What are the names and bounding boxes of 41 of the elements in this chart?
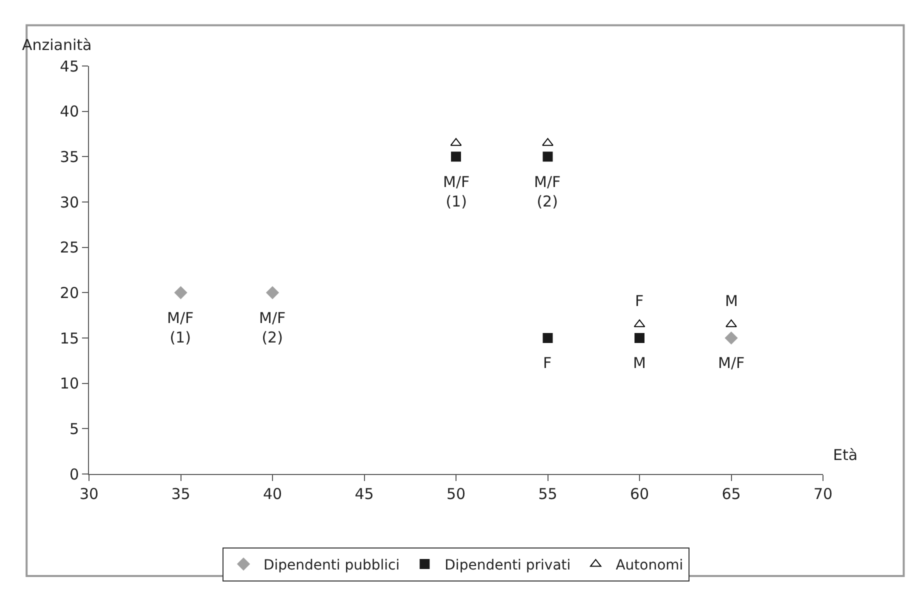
point xyxy=(542,333,553,343)
y-tick-label: 25 xyxy=(60,238,79,257)
x-tick-label: 70 xyxy=(813,485,833,503)
y-tick-label: 5 xyxy=(69,420,79,438)
x-tick-label: 45 xyxy=(354,485,374,503)
y-tick-label: 0 xyxy=(69,465,79,484)
x-axis-title: Età xyxy=(833,446,858,464)
annotation: F xyxy=(635,292,644,310)
annotation: F xyxy=(543,354,552,372)
x-tick-label: 35 xyxy=(171,485,190,503)
point xyxy=(634,333,644,343)
y-tick-label: 40 xyxy=(60,102,79,121)
annotation: M xyxy=(725,292,738,310)
point xyxy=(174,286,188,300)
y-tick-label: 20 xyxy=(60,284,79,302)
legend-label: Dipendenti pubblici xyxy=(264,558,400,574)
point xyxy=(266,286,279,300)
annotation: M/F (1) xyxy=(167,309,194,346)
x-tick-label: 50 xyxy=(446,485,466,503)
point xyxy=(726,319,737,328)
legend-label: Autonomi xyxy=(616,558,684,574)
annotation: M xyxy=(633,354,646,372)
y-axis-title: Anzianità xyxy=(22,36,92,54)
y-tick-label: 35 xyxy=(60,148,79,166)
point xyxy=(724,332,738,344)
y-tick-label: 10 xyxy=(60,374,79,393)
x-tick-label: 65 xyxy=(722,485,741,503)
y-tick-label: 15 xyxy=(60,329,79,348)
y-tick-label: 30 xyxy=(60,193,79,212)
point xyxy=(451,152,461,162)
y-tick-label: 45 xyxy=(60,57,79,76)
annotation: M/F (1) xyxy=(443,173,470,210)
annotation: M/F (2) xyxy=(259,309,286,346)
point xyxy=(634,319,646,328)
x-tick-label: 55 xyxy=(538,485,558,503)
x-tick-label: 60 xyxy=(630,485,650,503)
x-tick-label: 40 xyxy=(262,485,282,503)
legend-label: Dipendenti privati xyxy=(444,558,571,574)
annotation: M/F (2) xyxy=(534,173,561,210)
point xyxy=(542,152,553,162)
annotation: M/F xyxy=(718,354,745,372)
